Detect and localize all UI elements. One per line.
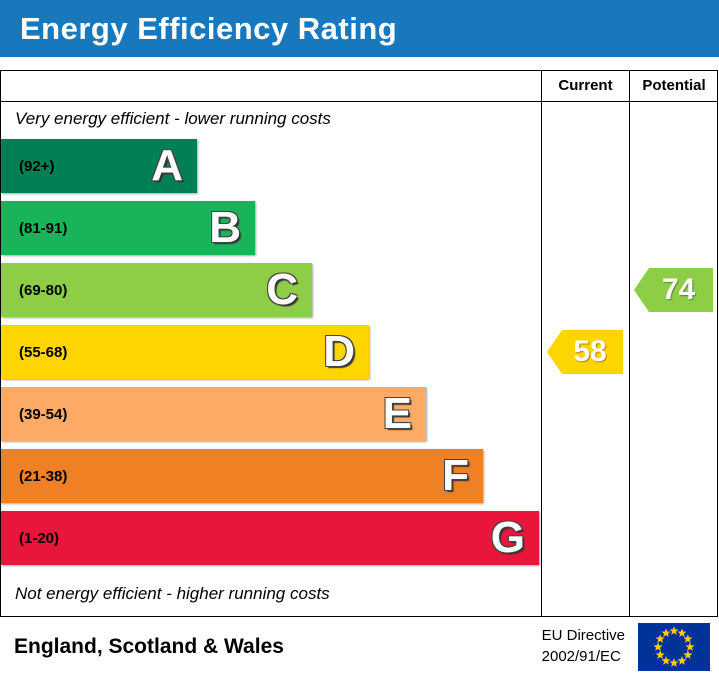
band-f-letter: F <box>442 451 469 500</box>
band-a-range: (92+) <box>19 157 55 175</box>
band-d-range: (55-68) <box>19 343 68 361</box>
band-e-range: (39-54) <box>19 405 68 423</box>
potential-marker: 74 <box>634 268 713 312</box>
eu-directive-line1: EU Directive <box>541 627 625 645</box>
band-a-letter: A <box>151 141 183 190</box>
band-f: (21-38) F <box>1 449 483 503</box>
band-d: (55-68) D <box>1 325 369 379</box>
column-header-current: Current <box>558 77 613 94</box>
title-bar: Energy Efficiency Rating <box>0 0 719 57</box>
region-label: England, Scotland & Wales <box>14 634 284 658</box>
band-f-range: (21-38) <box>19 467 68 485</box>
eu-directive-line2: 2002/91/EC <box>541 647 621 665</box>
bottom-note: Not energy efficient - higher running co… <box>15 584 330 603</box>
band-b-range: (81-91) <box>19 219 68 237</box>
footer: England, Scotland & Wales EU Directive 2… <box>0 618 719 675</box>
band-b: (81-91) B <box>1 201 255 255</box>
band-d-letter: D <box>323 327 355 376</box>
potential-value: 74 <box>661 273 696 306</box>
current-marker: 58 <box>547 330 623 374</box>
column-divider-potential <box>629 71 630 616</box>
band-g-letter: G <box>490 513 525 562</box>
band-e: (39-54) E <box>1 387 426 441</box>
rating-chart: Current Potential Very energy efficient … <box>0 70 718 617</box>
top-note: Very energy efficient - lower running co… <box>15 109 331 128</box>
eu-directive-label: EU Directive 2002/91/EC <box>542 626 625 667</box>
band-c-letter: C <box>266 265 298 314</box>
band-c: (69-80) C <box>1 263 312 317</box>
band-g-range: (1-20) <box>19 529 60 547</box>
page-title: Energy Efficiency Rating <box>20 10 398 46</box>
header-divider <box>1 101 717 102</box>
current-value: 58 <box>573 335 607 368</box>
band-a: (92+) A <box>1 139 197 193</box>
band-g: (1-20) G <box>1 511 539 565</box>
band-c-range: (69-80) <box>19 281 68 299</box>
band-b-letter: B <box>209 203 241 252</box>
band-e-letter: E <box>382 389 412 438</box>
eu-flag-icon <box>638 622 710 671</box>
column-header-potential: Potential <box>642 77 706 94</box>
column-divider-current <box>541 71 542 616</box>
